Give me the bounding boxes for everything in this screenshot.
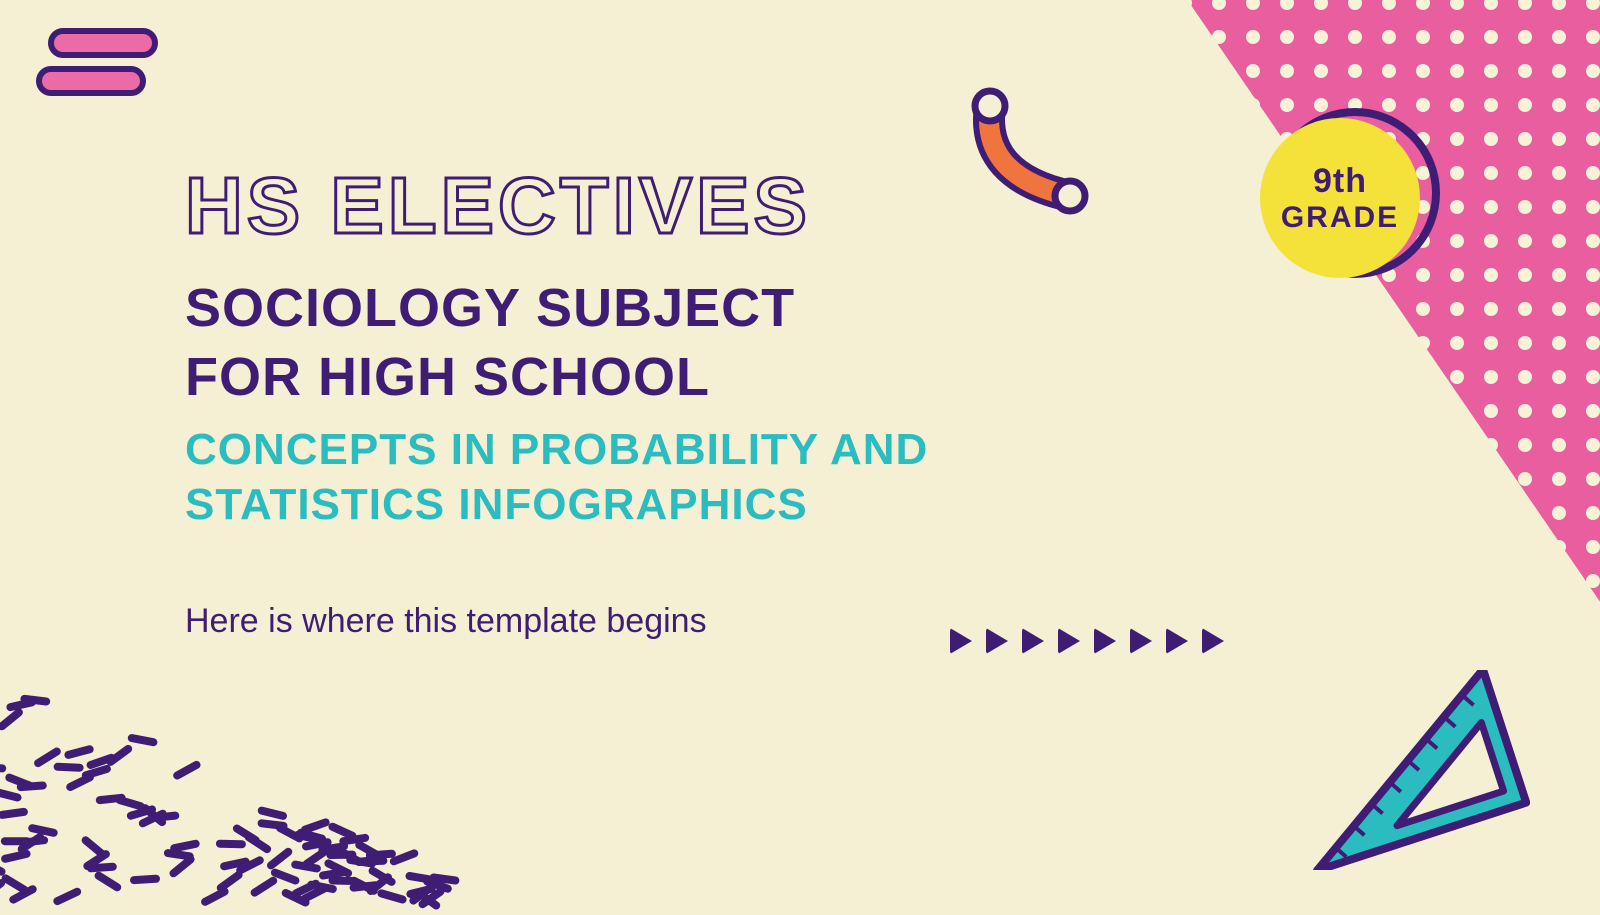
stacked-bars-icon xyxy=(36,28,166,108)
arrow-icon xyxy=(1058,628,1080,654)
eyebrow-title: HS ELECTIVES xyxy=(185,164,1165,248)
grade-badge-bottom: GRADE xyxy=(1281,201,1399,235)
title-line-2: FOR HIGH SCHOOL xyxy=(185,345,1165,410)
headline-block: HS ELECTIVES SOCIOLOGY SUBJECT FOR HIGH … xyxy=(185,164,1165,641)
arrow-icon xyxy=(950,628,972,654)
slide-canvas: 9th GRADE HS ELECTIVES SOCIOLOGY SUBJECT… xyxy=(0,0,1600,900)
arrow-icon xyxy=(1022,628,1044,654)
arrow-icon xyxy=(1094,628,1116,654)
arrow-icon xyxy=(1166,628,1188,654)
grade-badge-top: 9th xyxy=(1313,162,1367,201)
arrow-row-decor xyxy=(950,628,1224,654)
arrow-icon xyxy=(1130,628,1152,654)
setsquare-icon xyxy=(1270,670,1530,870)
subtitle: CONCEPTS IN PROBABILITY AND STATISTICS I… xyxy=(185,422,1085,532)
arrow-icon xyxy=(986,628,1008,654)
grade-badge: 9th GRADE xyxy=(1260,118,1430,288)
title-line-1: SOCIOLOGY SUBJECT xyxy=(185,276,1165,341)
arrow-icon xyxy=(1202,628,1224,654)
speckle-decor xyxy=(0,670,470,910)
